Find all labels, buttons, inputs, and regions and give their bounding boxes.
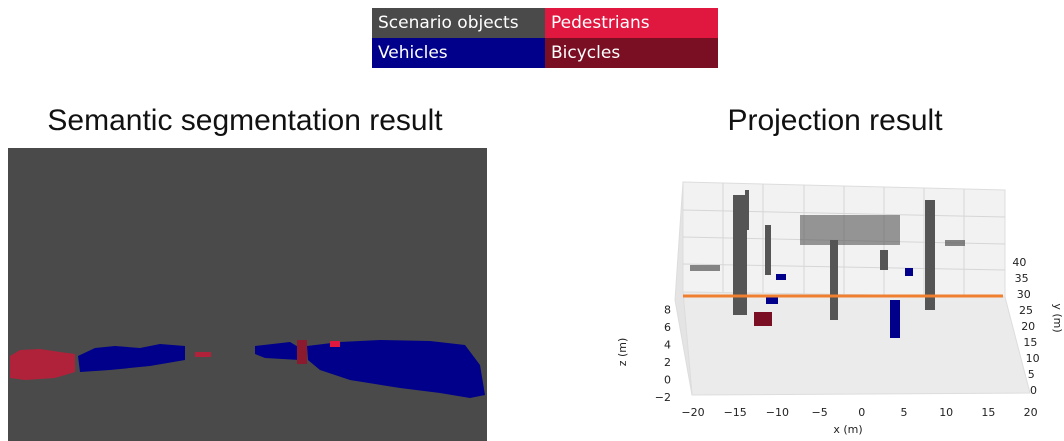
segmentation-image (8, 148, 487, 441)
z-axis-label: z (m) (616, 338, 629, 367)
x-tick-label: 10 (939, 406, 953, 419)
z-tick-label: 6 (664, 321, 671, 334)
x-tick-label: −20 (681, 406, 704, 419)
y-tick-label: 25 (1019, 304, 1033, 317)
z-tick-label: 2 (664, 356, 671, 369)
y-tick-label: 0 (1030, 384, 1037, 397)
projection-plot (675, 182, 1030, 395)
z-tick-label: −2 (655, 391, 671, 404)
x-tick-label: 0 (858, 406, 865, 419)
y-tick-label: 35 (1015, 272, 1029, 285)
y-tick-label: 30 (1017, 288, 1031, 301)
z-tick-label: 8 (664, 304, 671, 317)
y-axis-label: y (m) (1051, 303, 1064, 332)
x-tick-label: 15 (981, 406, 995, 419)
y-tick-label: 10 (1026, 352, 1040, 365)
x-tick-label: −10 (766, 406, 789, 419)
x-tick-label: 20 (1024, 406, 1038, 419)
y-tick-label: 20 (1021, 320, 1035, 333)
y-tick-label: 15 (1023, 336, 1037, 349)
panels: −20−15−10−5051015200510152025303540−2024… (0, 0, 1064, 441)
x-tick-label: −15 (724, 406, 747, 419)
y-tick-label: 5 (1028, 368, 1035, 381)
x-tick-label: 5 (901, 406, 908, 419)
y-tick-label: 40 (1012, 256, 1026, 269)
z-tick-label: 4 (664, 339, 671, 352)
figure: Scenario objects Pedestrians Vehicles Bi… (0, 0, 1064, 441)
z-tick-label: 0 (664, 374, 671, 387)
x-tick-label: −5 (811, 406, 827, 419)
x-axis-label: x (m) (833, 423, 862, 436)
